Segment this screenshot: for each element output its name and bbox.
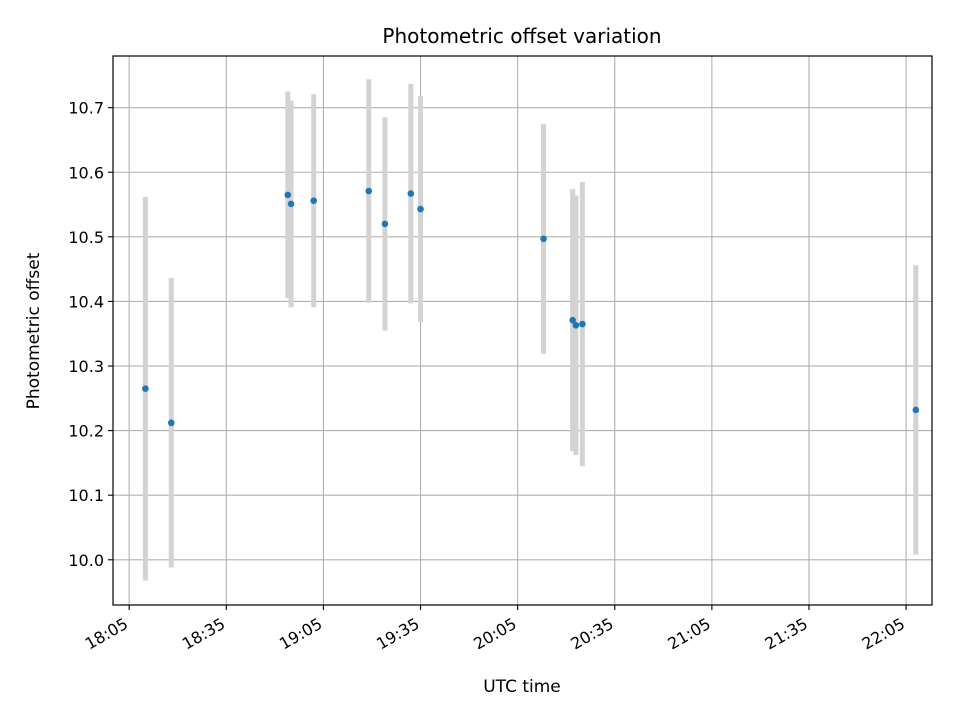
y-tick-label: 10.5 xyxy=(68,228,104,247)
plot-frame xyxy=(112,55,933,606)
data-point xyxy=(417,205,424,213)
data-point xyxy=(540,235,547,243)
x-axis-title: UTC time xyxy=(483,677,561,697)
data-point xyxy=(569,316,576,324)
grid xyxy=(113,56,932,605)
data-point xyxy=(365,187,373,195)
data-point xyxy=(142,385,149,392)
data-point xyxy=(284,191,292,199)
y-tick-label: 10.2 xyxy=(68,422,104,441)
y-tick-label: 10.6 xyxy=(68,163,104,182)
chart-title: Photometric offset variation xyxy=(382,24,661,48)
y-tick-label: 10.3 xyxy=(68,357,104,376)
data-point xyxy=(579,320,586,328)
y-tick-label: 10.1 xyxy=(68,486,104,505)
data-point xyxy=(572,322,580,329)
y-tick-label: 10.0 xyxy=(68,551,104,570)
data-point xyxy=(912,406,920,414)
y-axis-ticks: 10.0 10.1 10.2 10.3 10.4 10.5 10.6 10.7 xyxy=(68,99,113,570)
y-axis-title: Photometric offset xyxy=(24,252,44,409)
y-tick-label: 10.7 xyxy=(68,99,104,118)
data-point xyxy=(287,200,295,208)
data-points xyxy=(142,187,920,427)
data-point xyxy=(381,220,389,228)
data-point xyxy=(167,419,175,427)
y-tick-label: 10.4 xyxy=(68,292,104,311)
data-point xyxy=(310,197,318,204)
data-point xyxy=(407,190,415,197)
